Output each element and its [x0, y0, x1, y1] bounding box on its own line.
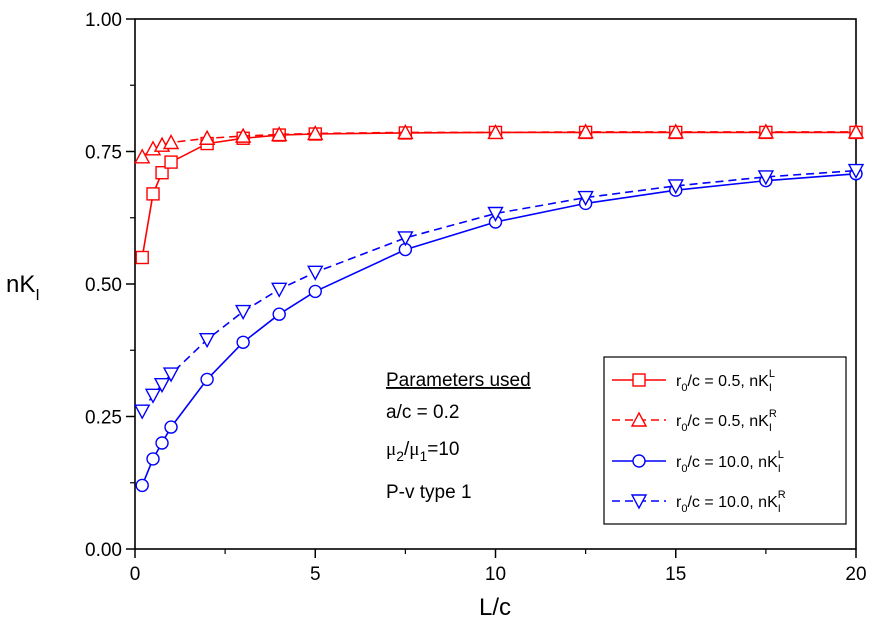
legend-label: r0/c = 0.5, nKIR [676, 408, 777, 434]
series-line [141, 131, 856, 258]
legend-marker [632, 373, 646, 387]
legend: r0/c = 0.5, nKIL r0/c = 0.5, nKIR r0/c = 1… [603, 356, 847, 525]
y-axis-title: nKI [6, 271, 40, 304]
data-point [155, 165, 169, 180]
parameter-pv-type: P-v type 1 [386, 482, 472, 503]
data-point [667, 179, 684, 195]
data-point [308, 284, 322, 299]
data-point [667, 123, 684, 139]
data-point [144, 388, 162, 404]
x-tick-labels: 0 5 10 15 20 [130, 564, 867, 585]
data-point [134, 404, 151, 420]
data-point [146, 187, 160, 201]
series-r10_R [134, 163, 865, 420]
data-point [397, 231, 414, 247]
parameter-mu-ratio: μ2/μ1=10 [386, 439, 459, 464]
data-point [135, 250, 149, 265]
data-point [847, 123, 865, 139]
x-tick-label: 20 [845, 564, 866, 585]
legend-label: r0/c = 0.5, nKIL [676, 368, 775, 394]
x-tick-label: 0 [130, 564, 141, 585]
legend-marker [630, 411, 648, 427]
legend-marker [632, 454, 646, 468]
parameters-annotation: Parameters used a/c = 0.2 μ2/μ1=10 P-v t… [386, 370, 531, 503]
data-point [234, 127, 252, 143]
data-point [236, 335, 250, 349]
parameter-ac: a/c = 0.2 [386, 402, 459, 423]
data-point [200, 372, 214, 387]
y-tick-labels: 0.00 0.25 0.50 0.75 1.00 [85, 10, 122, 561]
legend-entry-r10_R: r0/c = 10.0, nKIR [612, 489, 786, 515]
data-point [135, 478, 149, 493]
data-point [155, 436, 169, 450]
series-layer [134, 123, 865, 493]
data-point [164, 155, 178, 169]
legend-entry-r10_L: r0/c = 10.0, nKIL [612, 449, 784, 475]
data-point [397, 123, 414, 140]
data-point [162, 367, 180, 383]
data-point [307, 125, 324, 141]
data-point [164, 420, 178, 434]
x-tick-label: 15 [665, 564, 686, 585]
data-point [198, 129, 216, 145]
data-point [577, 190, 594, 207]
y-tick-label: 0.75 [85, 143, 122, 164]
data-point [487, 123, 504, 140]
parameters-heading: Parameters used [386, 370, 531, 391]
legend-label: r0/c = 10.0, nKIR [676, 489, 786, 515]
series-r05_R [134, 123, 865, 164]
y-tick-label: 0.50 [85, 275, 122, 296]
data-point [487, 206, 504, 222]
data-point [307, 265, 324, 281]
data-point [134, 148, 151, 164]
data-point [577, 123, 594, 139]
data-point [198, 332, 216, 349]
legend-entry-r05_L: r0/c = 0.5, nKIL [612, 368, 775, 394]
data-point [757, 170, 775, 186]
series-line [141, 131, 856, 158]
legend-label: r0/c = 10.0, nKIL [676, 449, 784, 475]
y-tick-label: 1.00 [85, 10, 122, 31]
legend-marker [630, 494, 648, 510]
x-axis-title: L/c [479, 594, 511, 621]
data-point [153, 378, 171, 394]
data-point [271, 282, 288, 298]
data-point [757, 123, 775, 139]
data-point [272, 307, 286, 321]
x-tick-label: 10 [485, 564, 506, 585]
legend-entry-r05_R: r0/c = 0.5, nKIR [612, 408, 777, 434]
x-tick-label: 5 [310, 564, 321, 585]
axis-ticks [126, 18, 857, 558]
data-point [234, 304, 252, 321]
series-r05_L [135, 125, 863, 265]
data-point [847, 163, 865, 180]
y-tick-label: 0.00 [85, 540, 122, 561]
data-point [146, 452, 160, 466]
data-point [162, 134, 180, 150]
y-tick-label: 0.25 [85, 408, 122, 429]
data-point [271, 126, 288, 142]
